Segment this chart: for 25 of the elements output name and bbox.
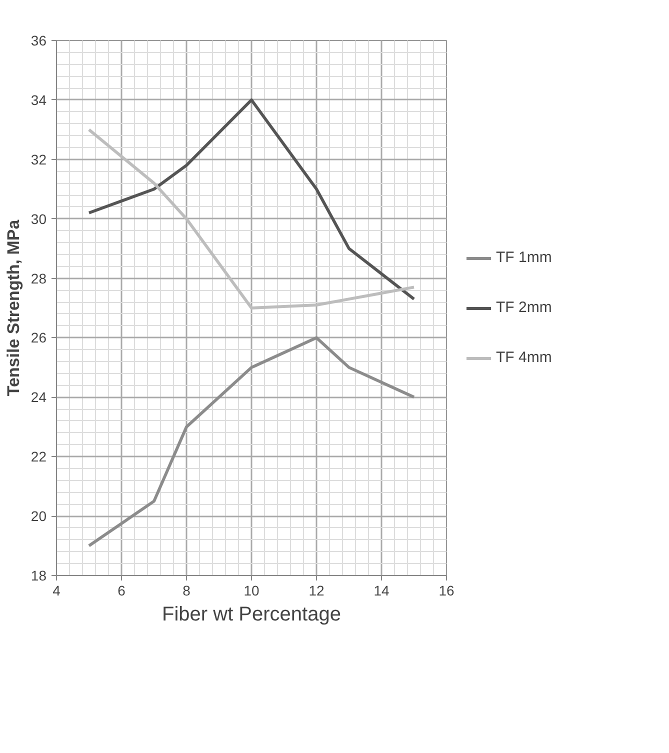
line-series (88, 128, 416, 310)
x-tick-label: 12 (308, 582, 324, 598)
x-tick-label: 6 (118, 582, 126, 598)
line-series (88, 98, 416, 301)
x-tick-label: 14 (374, 582, 390, 598)
line-series (88, 336, 416, 548)
x-tick-label: 8 (182, 582, 191, 598)
y-tick-label: 28 (30, 270, 47, 286)
y-tick-label: 36 (30, 32, 47, 48)
legend-label: TF 4mm (496, 349, 552, 366)
y-tick-label: 32 (30, 151, 47, 168)
y-tick-label: 18 (30, 568, 47, 584)
y-tick-label: 20 (30, 508, 47, 524)
y-tick-label: 26 (30, 330, 47, 346)
x-tick-label: 16 (438, 582, 454, 598)
x-tick-label: 4 (52, 582, 61, 598)
x-tick-label: 10 (244, 582, 260, 598)
legend-label: TF 2mm (496, 299, 552, 316)
y-tick-label: 34 (30, 92, 47, 108)
legend-label: TF 1mm (496, 249, 552, 266)
y-tick-label: 22 (30, 448, 47, 465)
y-tick-label: 24 (30, 389, 47, 406)
x-axis-title: Fiber wt Percentage (162, 604, 341, 626)
y-axis-title: Tensile Strength, MPa (4, 219, 23, 396)
y-tick-label: 30 (30, 210, 47, 227)
